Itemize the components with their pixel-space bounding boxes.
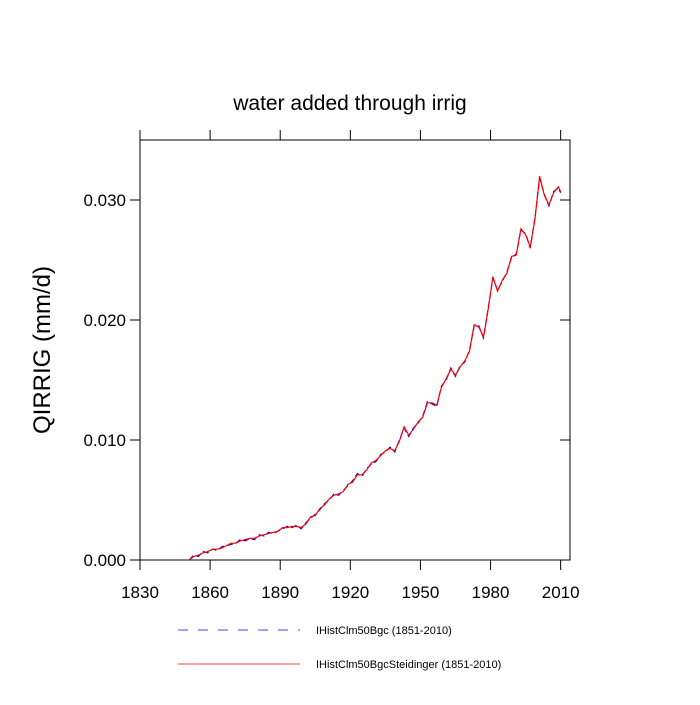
x-tick-label: 1980 xyxy=(472,583,510,602)
y-axis-label: QIRRIG (mm/d) xyxy=(29,266,56,434)
x-tick-label: 2010 xyxy=(542,583,580,602)
series-line xyxy=(188,178,562,561)
y-tick-label: 0.000 xyxy=(83,551,126,570)
x-tick-label: 1920 xyxy=(331,583,369,602)
x-tick-label: 1950 xyxy=(402,583,440,602)
chart-title: water added through irrig xyxy=(232,92,466,115)
x-tick-label: 1830 xyxy=(121,583,159,602)
legend-label: IHistClm50Bgc (1851-2010) xyxy=(316,625,452,637)
x-tick-label: 1890 xyxy=(261,583,299,602)
plot-frame xyxy=(139,139,571,561)
y-tick-label: 0.020 xyxy=(83,311,126,330)
y-tick-label: 0.030 xyxy=(83,191,126,210)
legend-label: IHistClm50BgcSteidinger (1851-2010) xyxy=(316,659,501,671)
y-tick-label: 0.010 xyxy=(83,431,126,450)
series-line xyxy=(188,175,562,561)
x-tick-label: 1860 xyxy=(191,583,229,602)
